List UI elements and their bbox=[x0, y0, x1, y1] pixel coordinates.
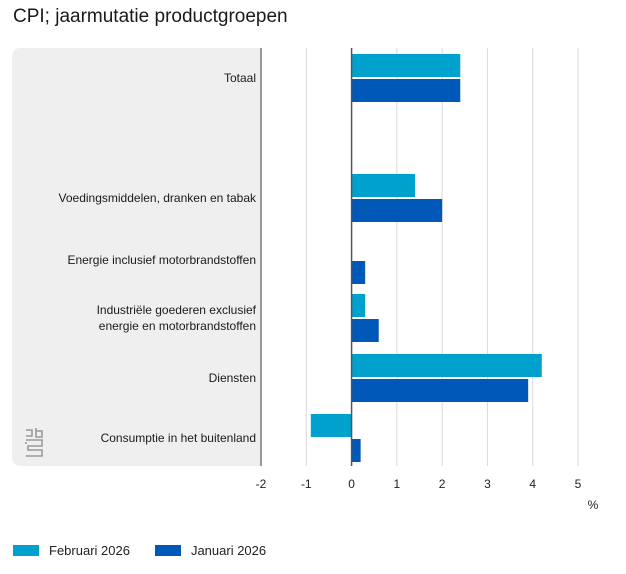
x-tick-label: 0 bbox=[348, 477, 355, 491]
x-tick-label: 3 bbox=[484, 477, 491, 491]
legend-label-februari: Februari 2026 bbox=[49, 543, 130, 558]
x-tick-label: 2 bbox=[439, 477, 446, 491]
legend-swatch-februari bbox=[13, 545, 39, 556]
legend-item-januari: Januari 2026 bbox=[155, 543, 266, 558]
bar-februari bbox=[352, 294, 366, 317]
bar-januari bbox=[352, 199, 443, 222]
x-tick-label: -1 bbox=[301, 477, 312, 491]
bar-januari bbox=[352, 261, 366, 284]
legend-label-januari: Januari 2026 bbox=[191, 543, 266, 558]
bar-januari bbox=[352, 439, 361, 462]
bar-februari bbox=[352, 54, 461, 77]
legend: Februari 2026 Januari 2026 bbox=[13, 542, 291, 558]
bar-februari bbox=[352, 174, 415, 197]
x-axis-label: % bbox=[588, 498, 599, 512]
bar-januari bbox=[352, 379, 529, 402]
x-tick-label: 5 bbox=[575, 477, 582, 491]
legend-swatch-januari bbox=[155, 545, 181, 556]
x-tick-label: 1 bbox=[394, 477, 401, 491]
x-tick-label: -2 bbox=[256, 477, 267, 491]
bar-februari bbox=[311, 414, 352, 437]
bar-februari bbox=[352, 354, 542, 377]
x-tick-label: 4 bbox=[529, 477, 536, 491]
bar-januari bbox=[352, 79, 461, 102]
bar-januari bbox=[352, 319, 379, 342]
legend-item-februari: Februari 2026 bbox=[13, 543, 130, 558]
